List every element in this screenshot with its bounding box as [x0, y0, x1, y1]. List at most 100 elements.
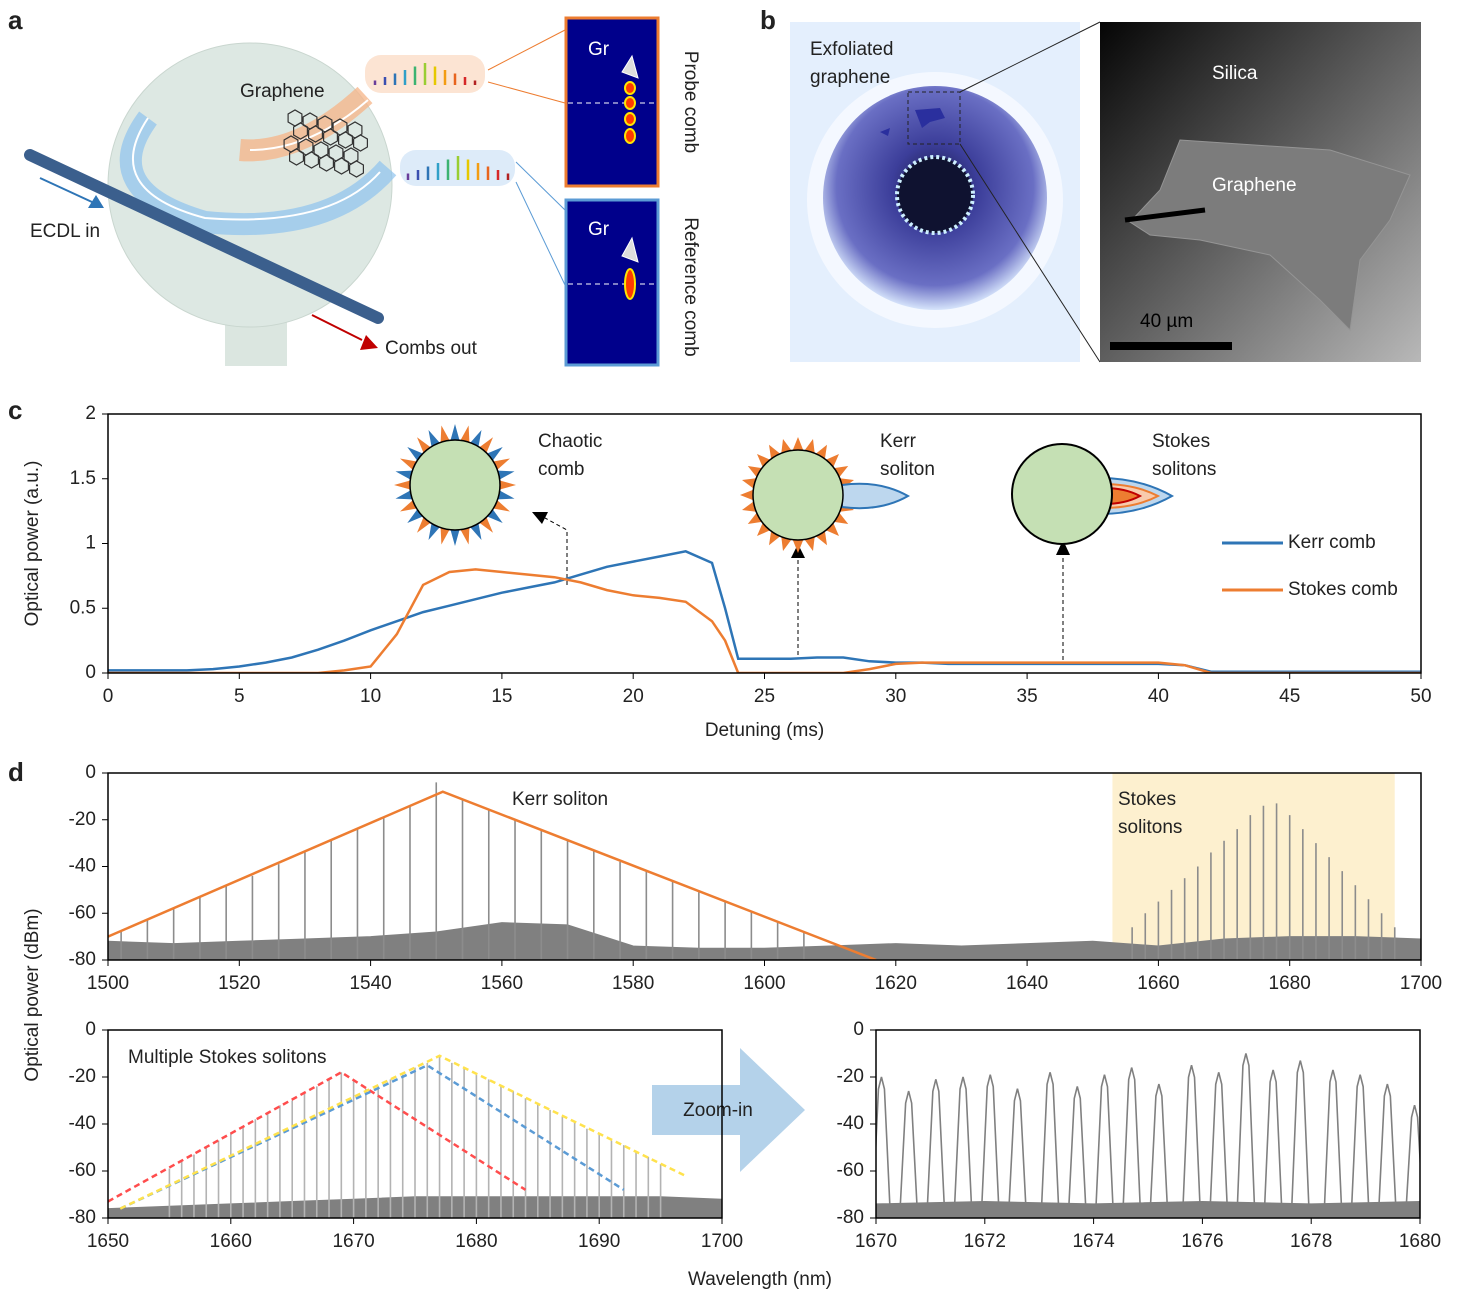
zoom-label: Zoom-in [683, 1100, 753, 1121]
x-tick-label: 1620 [875, 973, 917, 994]
comb-peak [981, 1075, 999, 1218]
x-tick-label: 1640 [1006, 973, 1048, 994]
comb-peak [1095, 1075, 1113, 1218]
y-tick-label: 0 [85, 1019, 96, 1040]
x-tick-label: 1678 [1290, 1231, 1332, 1252]
comb-peak [1264, 1070, 1282, 1218]
panel-label: c [8, 395, 22, 425]
comb-peak [1291, 1061, 1309, 1218]
annotation: Kerr [880, 431, 917, 452]
label: Reference comb [680, 217, 701, 356]
x-tick-label: 1670 [855, 1231, 897, 1252]
label: Silica [1212, 63, 1258, 84]
spike [793, 437, 804, 450]
x-tick-label: 25 [754, 686, 775, 707]
y-tick-label: 0 [85, 662, 96, 683]
y-tick-label: -60 [69, 1160, 96, 1181]
annotation: Multiple Stokes solitons [128, 1047, 327, 1068]
x-tick-label: 35 [1017, 686, 1038, 707]
x-tick-label: 1650 [87, 1231, 129, 1252]
x-tick-label: 10 [360, 686, 381, 707]
y-tick-label: -60 [837, 1160, 864, 1181]
label: Gr [588, 219, 610, 240]
probe-image [566, 18, 658, 186]
y-axis-label: Optical power (a.u.) [22, 461, 43, 627]
legend-label: Kerr comb [1288, 532, 1376, 553]
y-tick-label: -20 [69, 1066, 96, 1087]
x-tick-label: 40 [1148, 686, 1169, 707]
label: Graphene [240, 81, 325, 102]
y-tick-label: -80 [837, 1207, 864, 1228]
annotation: Stokes [1152, 431, 1210, 452]
arrow-head [360, 335, 378, 350]
x-tick-label: 1500 [87, 973, 129, 994]
annotation: comb [538, 459, 584, 480]
comb-peak [872, 1077, 890, 1218]
x-tick-label: 1680 [1399, 1231, 1441, 1252]
comb-peak [1008, 1089, 1026, 1218]
resonator [410, 440, 500, 530]
x-tick-label: 1672 [964, 1231, 1006, 1252]
panel-label: b [760, 5, 776, 35]
comb-peak [1351, 1075, 1369, 1218]
connector [488, 30, 565, 70]
x-tick-label: 5 [234, 686, 245, 707]
page: { "figure": {"panel_labels": ["a", "b", … [0, 0, 1461, 1296]
label: Graphene [1212, 175, 1297, 196]
x-tick-label: 1690 [578, 1231, 620, 1252]
comb-peak [900, 1091, 918, 1218]
y-tick-label: 0 [85, 762, 96, 783]
x-tick-label: 1700 [701, 1231, 743, 1252]
x-tick-label: 1700 [1400, 973, 1442, 994]
x-tick-label: 1580 [612, 973, 654, 994]
x-tick-label: 1560 [481, 973, 523, 994]
comb-peak [954, 1077, 972, 1218]
connector [488, 82, 565, 103]
annotation: soliton [880, 459, 935, 480]
label: Exfoliated [810, 39, 893, 60]
x-tick-label: 1670 [332, 1231, 374, 1252]
comb-peak [1324, 1070, 1342, 1218]
x-tick-label: 30 [885, 686, 906, 707]
resonator [1012, 444, 1112, 544]
annotation: Stokes [1118, 789, 1176, 810]
x-tick-label: 1680 [455, 1231, 497, 1252]
x-tick-label: 15 [491, 686, 512, 707]
mode-spot [625, 82, 635, 94]
comb-peak [1150, 1084, 1168, 1218]
x-axis-label: Wavelength (nm) [688, 1269, 832, 1290]
comb-peak [1068, 1086, 1086, 1218]
comb-peak [1210, 1072, 1228, 1218]
y-tick-label: 0.5 [70, 597, 96, 618]
y-tick-label: 1 [85, 533, 96, 554]
soliton-lobe [842, 484, 908, 508]
x-axis-label: Detuning (ms) [705, 720, 824, 741]
spike [793, 540, 804, 553]
comb-peak [1123, 1068, 1141, 1218]
annotation: solitons [1118, 817, 1182, 838]
y-tick-label: 2 [85, 403, 96, 424]
y-tick-label: -40 [69, 1113, 96, 1134]
y-tick-label: -80 [69, 949, 96, 970]
plot-area [108, 551, 1421, 673]
y-tick-label: -40 [69, 856, 96, 877]
plot-area [872, 1054, 1423, 1219]
panel-label: d [8, 757, 24, 787]
panel-a-diagram: ECDL in Combs out Graphene Gr Gr Probe c… [30, 18, 701, 366]
x-tick-label: 45 [1279, 686, 1300, 707]
x-tick-label: 1674 [1072, 1231, 1115, 1252]
reference-image [566, 200, 658, 365]
label: Probe comb [680, 51, 701, 153]
mode-spot [625, 129, 635, 143]
spike [740, 490, 753, 501]
x-tick-label: 1600 [743, 973, 785, 994]
ring [897, 157, 973, 233]
series-line [108, 551, 1421, 671]
mode-spot [625, 97, 635, 109]
panel-b-images: Exfoliated graphene Silica Graphene 40 µ… [790, 22, 1421, 362]
plot-area [108, 1056, 722, 1218]
y-tick-label: -40 [837, 1113, 864, 1134]
x-tick-label: 1680 [1269, 973, 1311, 994]
x-tick-label: 0 [103, 686, 114, 707]
label: ECDL in [30, 221, 100, 242]
